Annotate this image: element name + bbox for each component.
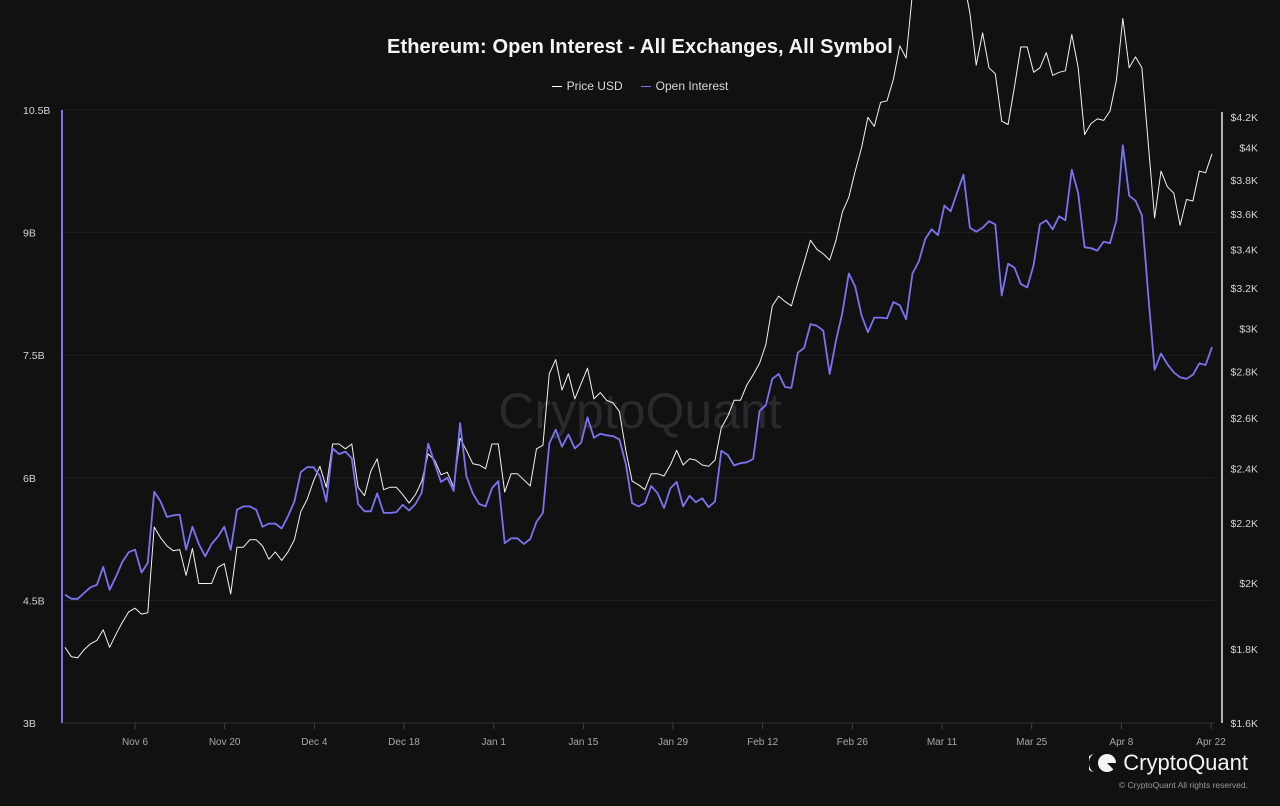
copyright-text: © CryptoQuant All rights reserved. [1118, 780, 1248, 790]
left-tick-label: 10.5B [23, 105, 50, 117]
right-tick-label: $2.6K [1231, 413, 1258, 425]
x-tick-label: Jan 29 [658, 737, 688, 748]
x-tick-label: Apr 8 [1109, 737, 1133, 748]
x-tick-label: Nov 6 [122, 737, 149, 748]
right-tick-label: $3.6K [1231, 209, 1258, 221]
x-tick-label: Feb 26 [837, 737, 869, 748]
left-y-axis: 10.5B 9B 7.5B 6B 4.5B 3B [23, 105, 63, 730]
x-tick-label: Dec 4 [301, 737, 328, 748]
left-tick-label: 3B [23, 718, 36, 730]
x-tick-label: Jan 1 [481, 737, 506, 748]
open-interest-line-swatch-icon [640, 85, 651, 87]
chart-legend: Price USD Open Interest [0, 79, 1280, 93]
legend-label-price: Price USD [566, 79, 623, 93]
chart-title: Ethereum: Open Interest - All Exchanges,… [387, 36, 893, 58]
price-usd-line [64, 0, 1213, 659]
x-tick-label: Feb 12 [747, 737, 779, 748]
right-tick-label: $2.8K [1231, 367, 1258, 379]
open-interest-line [64, 144, 1213, 600]
right-tick-label: $2.2K [1231, 518, 1258, 530]
right-tick-label: $3K [1239, 323, 1258, 335]
left-tick-label: 6B [23, 473, 36, 485]
right-tick-label: $1.8K [1231, 644, 1258, 656]
cryptoquant-logo-icon [1089, 754, 1117, 772]
right-tick-label: $2K [1239, 578, 1258, 590]
x-axis: Nov 6 Nov 20 Dec 4 Dec 18 Jan 1 Jan 15 Jan 29 F… [62, 722, 1226, 748]
right-tick-label: $3.8K [1231, 175, 1258, 187]
right-tick-label: $4.2K [1231, 112, 1258, 124]
x-tick-label: Mar 11 [927, 737, 958, 748]
watermark: CryptoQuant [498, 383, 782, 439]
left-tick-label: 4.5B [23, 595, 45, 607]
legend-label-open-interest: Open Interest [655, 79, 729, 93]
legend-item-open-interest[interactable]: Open Interest [640, 79, 729, 93]
x-tick-label: Jan 15 [568, 737, 598, 748]
left-tick-label: 7.5B [23, 350, 45, 362]
x-tick-label: Nov 20 [209, 737, 241, 748]
x-tick-label: Dec 18 [388, 737, 420, 748]
left-tick-label: 9B [23, 228, 36, 240]
right-tick-label: $4K [1239, 143, 1258, 155]
legend-item-price[interactable]: Price USD [551, 79, 623, 93]
right-tick-label: $1.6K [1231, 718, 1258, 730]
right-y-axis: $4.2K $4K $3.8K $3.6K $3.4K $3.2K $3K $2.8K $2.6… [1221, 112, 1258, 730]
x-tick-label: Apr 22 [1196, 737, 1226, 748]
brand-name: CryptoQuant [1123, 750, 1248, 775]
x-tick-label: Mar 25 [1016, 737, 1048, 748]
right-tick-label: $3.2K [1231, 283, 1258, 295]
cryptoquant-brand: CryptoQuant [1089, 750, 1248, 776]
price-line-swatch-icon [551, 85, 562, 87]
right-tick-label: $3.4K [1231, 245, 1258, 257]
right-tick-label: $2.4K [1231, 463, 1258, 475]
